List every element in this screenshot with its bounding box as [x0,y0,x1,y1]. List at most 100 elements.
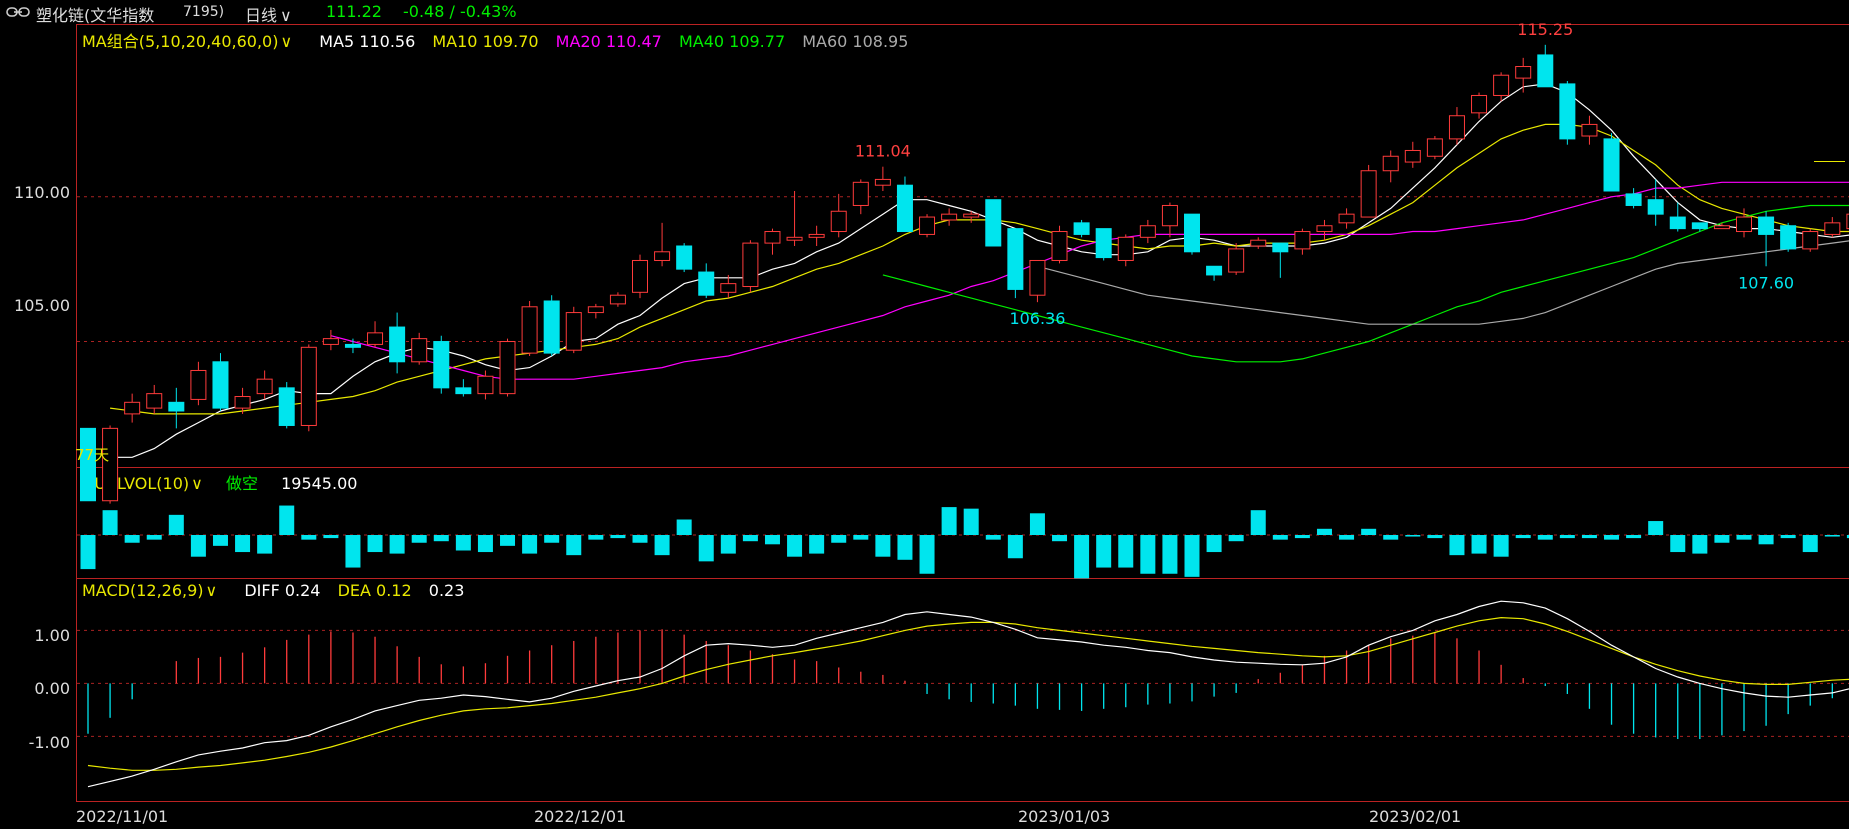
candle [477,375,494,395]
candle [433,341,450,389]
candle [786,236,803,241]
vol-bar [477,535,493,553]
ma-legend-label[interactable]: MA组合(5,10,20,40,60,0) [82,32,279,51]
candle [1448,115,1465,140]
candle [874,178,891,186]
vol-bar [676,519,692,535]
vol-bar [411,535,427,543]
candle [300,346,317,426]
vol-bar [919,535,935,574]
macd-legend-label[interactable]: MACD(12,26,9) [82,581,204,600]
vol-bar [1648,521,1664,535]
candle [632,259,648,293]
vol-bar [1096,535,1112,568]
candle [587,306,604,314]
candle [1669,216,1686,230]
candle [985,199,1002,247]
candle [1338,213,1355,224]
candle [124,401,141,415]
vol-bar [897,535,913,560]
vol-bar [1780,535,1796,539]
candle [1515,66,1532,79]
vol-bar [1449,535,1465,556]
candle [1581,123,1598,137]
vol-bar [1316,528,1332,535]
macd-tick-1: 1.00 [34,626,70,645]
ma-line-ma5 [110,83,1849,458]
candle [256,378,273,395]
instrument-name: 塑化链(文华指数 [36,6,155,25]
vol-bar [1758,535,1774,545]
vol-bar [610,535,626,539]
candle [102,427,119,502]
candle [190,369,207,400]
vol-bar [1824,535,1840,537]
vol-bar [1427,535,1443,539]
candle [278,387,295,426]
candle [1780,225,1797,250]
macd-tick-0: 0.00 [34,679,70,698]
candle [1250,239,1267,247]
ma-line-ma40 [882,204,1849,363]
candle [1139,225,1156,238]
candle [1493,74,1510,96]
vol-bar [1228,535,1244,542]
candle [720,283,737,293]
candle [941,213,958,221]
candle [919,216,936,235]
vol-bar [279,505,295,535]
time-axis-line [76,801,1849,802]
candle [1073,222,1090,235]
diff-line [87,600,1849,788]
candle [344,343,361,348]
candle [1824,222,1841,235]
vol-bar [654,535,670,556]
ma5-value: MA5 110.56 [319,32,416,51]
y-tick-105: 105.00 [14,296,70,315]
candle [742,242,759,288]
vol-bar [1029,513,1045,535]
chevron-down-icon: ∨ [191,474,203,493]
period-selector[interactable]: 日线 ∨ [245,2,292,26]
candle [1272,242,1289,253]
link-icon[interactable] [6,5,30,19]
price-change: -0.48 / -0.43% [403,2,517,21]
ma-legend: MA组合(5,10,20,40,60,0) ∨ MA5 110.56 MA10 1… [82,28,920,52]
candle [1294,231,1311,250]
vol-bar [1581,535,1597,539]
vol-mode: 做空 [225,474,258,493]
vol-bar [632,535,648,543]
vol-bar [1471,535,1487,554]
ma-line-ma10 [110,123,1849,415]
candle [521,306,538,354]
dea-line [87,616,1849,771]
candle [212,361,229,409]
dea-value: DEA 0.12 [337,581,412,600]
vol-bar [433,535,449,542]
vol-bar [1515,535,1531,539]
vol-bar [544,535,560,543]
extreme-label: 106.36 [1009,309,1065,328]
chart-frame [76,24,1849,802]
vol-bar [1361,528,1377,535]
candle [1382,155,1399,172]
vol-bar [345,535,361,568]
vol-bar [963,508,979,535]
vol-bar [1162,535,1178,574]
vol-bar [1604,535,1620,540]
vol-bar [455,535,471,551]
extreme-label: 111.04 [855,142,911,161]
vol-bar [1559,535,1575,539]
candle [654,251,671,261]
x-tick-label: 2023/02/01 [1369,807,1462,826]
candle [499,341,516,395]
candle [322,338,339,345]
period-label: 日线 [245,6,278,25]
candle [543,300,560,354]
candle [698,271,715,296]
candle [808,233,825,238]
candle [1603,138,1620,192]
chevron-down-icon: ∨ [205,581,218,600]
vol-bar [235,535,251,553]
